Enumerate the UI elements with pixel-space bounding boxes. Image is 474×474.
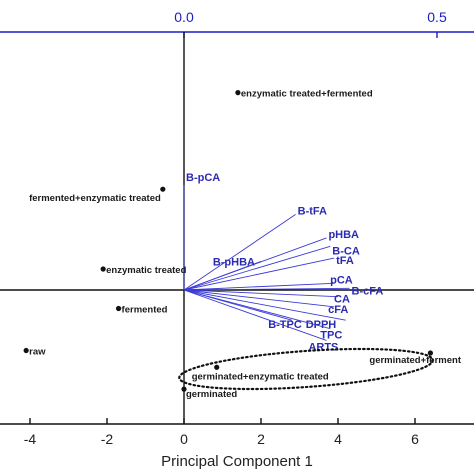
loading-label: ARTS [308, 341, 338, 353]
top-axis-tick-label: 0.0 [174, 9, 194, 25]
loading-label: TPC [320, 330, 342, 342]
loading-vector [183, 289, 327, 341]
loading-vector [183, 245, 331, 291]
loading-label: B-TPC [268, 319, 302, 331]
loading-label: CA [334, 294, 350, 306]
score-label: enzymatic treated+fermented [241, 89, 373, 100]
score-point [160, 186, 166, 192]
score-label: germinated+enzymatic treated [192, 371, 329, 382]
bottom-axis-tick-label: 2 [257, 431, 265, 447]
x-axis-title: Principal Component 1 [161, 453, 313, 470]
loading-label: pCA [330, 274, 353, 286]
loading-vector [183, 282, 335, 291]
score-label: germinated [186, 389, 237, 400]
loading-label: B-pCA [186, 172, 220, 184]
score-point [214, 364, 220, 370]
score-label: fermented [122, 304, 168, 315]
score-label: germinated+ferment [369, 355, 461, 366]
score-point [23, 347, 29, 354]
bottom-axis-tick-label: -2 [101, 431, 114, 447]
loading-vector [183, 289, 346, 321]
bottom-axis-tick-label: -4 [24, 431, 37, 447]
score-point [100, 266, 106, 272]
score-point [427, 350, 433, 356]
bottom-axis-tick-label: 6 [411, 431, 419, 447]
score-label: fermented+enzymatic treated [29, 193, 161, 204]
loading-vector [183, 261, 262, 291]
loading-label: pHBA [328, 229, 359, 241]
score-point [181, 386, 187, 392]
loading-vector [183, 289, 339, 298]
score-point [235, 90, 241, 96]
loading-vector [183, 287, 350, 291]
bottom-axis-tick-label: 4 [334, 431, 342, 447]
top-axis-tick-label: 0.5 [427, 9, 447, 25]
loading-label: cFA [328, 304, 348, 316]
score-label: raw [29, 346, 46, 357]
loading-vector [183, 257, 335, 291]
loading-vector [183, 289, 335, 308]
germinated-group-ellipse [178, 347, 434, 391]
loading-label: B-CA [332, 245, 360, 257]
loading-label: B-tFA [298, 205, 327, 217]
bottom-axis-tick-label: 0 [180, 431, 188, 447]
loading-vector [183, 289, 331, 330]
loading-label: tFA [336, 255, 354, 267]
score-point [115, 305, 122, 312]
loading-label: B-cFA [352, 285, 384, 297]
score-label: enzymatic treated [106, 265, 186, 276]
loading-label: B-pHBA [213, 256, 255, 268]
loading-vector [183, 214, 296, 291]
